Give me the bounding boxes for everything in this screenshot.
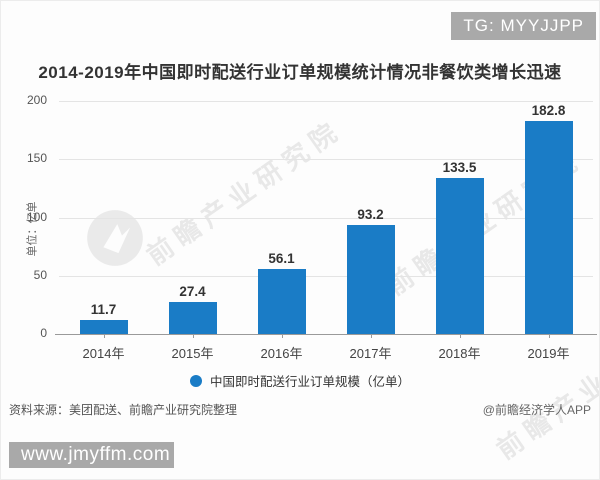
bar-2018年: 133.5	[435, 160, 484, 334]
bar-2016年: 56.1	[257, 251, 306, 334]
chart-title: 2014-2019年中国即时配送行业订单规模统计情况非餐饮类增长迅速	[38, 63, 562, 82]
y-tick-label: 0	[40, 326, 47, 340]
y-tick-label: 150	[26, 151, 47, 166]
bar-slot: 182.8	[504, 101, 593, 334]
gridline	[59, 275, 593, 277]
bar-2017年: 93.2	[346, 207, 395, 334]
x-tick-label: 2014年	[59, 334, 148, 362]
bar-value-label: 182.8	[531, 103, 566, 119]
x-tick-mark	[103, 334, 105, 338]
x-tick-label: 2016年	[237, 334, 326, 362]
x-tick-mark	[192, 334, 194, 338]
bar-value-label: 27.4	[179, 284, 206, 300]
y-tick-label: 200	[26, 93, 47, 107]
data-source-text: 资料来源：美团配送、前瞻产业研究院整理	[9, 403, 238, 417]
x-tick-label: 2019年	[504, 334, 593, 362]
x-axis-labels: 2014年 2015年 2016年 2017年 2018年 2019年	[59, 334, 593, 362]
bar-value-label: 133.5	[442, 160, 477, 176]
x-tick-label: 2017年	[326, 334, 415, 362]
bar-value-label: 11.7	[90, 302, 117, 318]
x-tick-label: 2018年	[415, 334, 504, 362]
bar-slot: 27.4	[148, 101, 237, 334]
x-tick-label: 2015年	[148, 334, 237, 362]
gridline	[59, 101, 593, 102]
x-axis-line	[55, 334, 597, 335]
gridline	[59, 217, 593, 219]
y-axis-ticks: 0 50 100 150 200	[17, 93, 53, 340]
bars-row: 11.7 27.4 56.1 93.2 133.5 182.8	[59, 101, 593, 334]
gridline	[59, 159, 593, 161]
legend: 中国即时配送行业订单规模（亿单）	[1, 371, 599, 390]
credit-text: @前瞻经济学人APP	[482, 403, 591, 417]
website-badge: www.jmyffm.com	[9, 442, 174, 468]
tg-contact-badge: TG: MYYJJPP	[451, 12, 596, 40]
bar-value-label: 56.1	[268, 250, 295, 266]
plot-area: 11.7 27.4 56.1 93.2 133.5 182.8	[55, 101, 597, 335]
x-tick-mark	[281, 334, 283, 338]
bar-slot: 11.7	[59, 101, 148, 334]
bar-2015年: 27.4	[168, 284, 217, 334]
bar-2019年: 182.8	[524, 103, 573, 334]
bar-slot: 93.2	[326, 101, 415, 334]
bar-value-label: 93.2	[357, 207, 384, 223]
watermark-logo-icon	[86, 209, 144, 267]
legend-label: 中国即时配送行业订单规模（亿单）	[209, 375, 410, 389]
x-tick-mark	[370, 334, 372, 338]
y-tick-label: 100	[26, 209, 47, 224]
x-tick-mark	[459, 334, 461, 338]
legend-marker-icon	[189, 374, 202, 387]
bar-2014年: 11.7	[79, 302, 128, 334]
x-tick-mark	[548, 334, 550, 338]
y-tick-label: 50	[33, 267, 47, 282]
bar-slot: 133.5	[415, 101, 504, 334]
bar-slot: 56.1	[237, 101, 326, 334]
